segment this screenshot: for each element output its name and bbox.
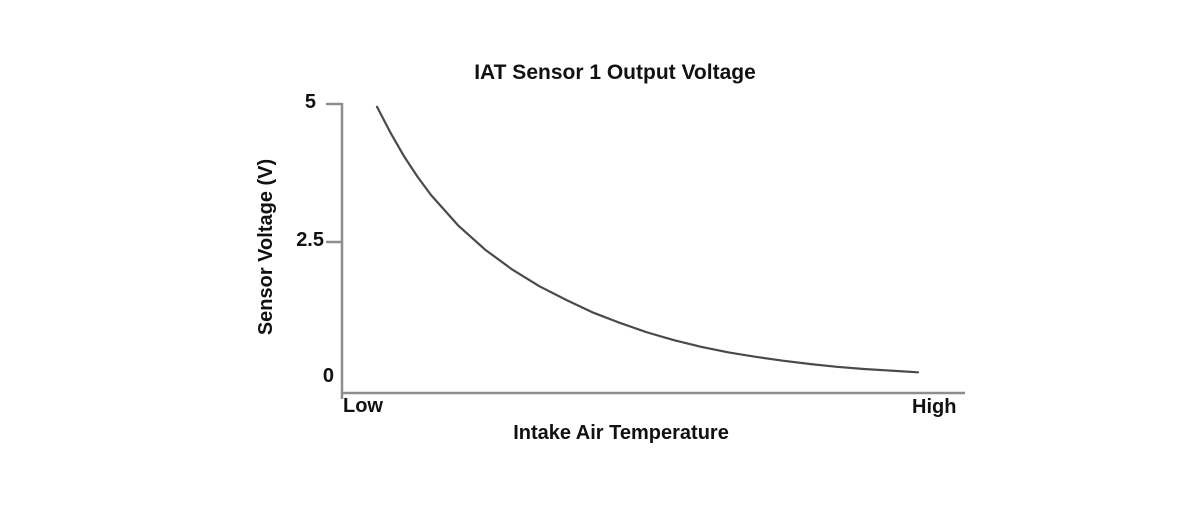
x-tick-label-high: High: [912, 396, 957, 418]
y-axis-title: Sensor Voltage (V): [255, 158, 277, 336]
chart-title: IAT Sensor 1 Output Voltage: [474, 61, 756, 84]
x-tick-label-low: Low: [343, 395, 383, 417]
y-tick-label-2-5: 2.5: [296, 229, 324, 251]
y-tick-label-0: 0: [322, 365, 334, 387]
y-tick-label-5: 5: [304, 91, 316, 113]
sensor-voltage-curve: [375, 105, 920, 374]
x-axis-title: Intake Air Temperature: [513, 422, 729, 444]
